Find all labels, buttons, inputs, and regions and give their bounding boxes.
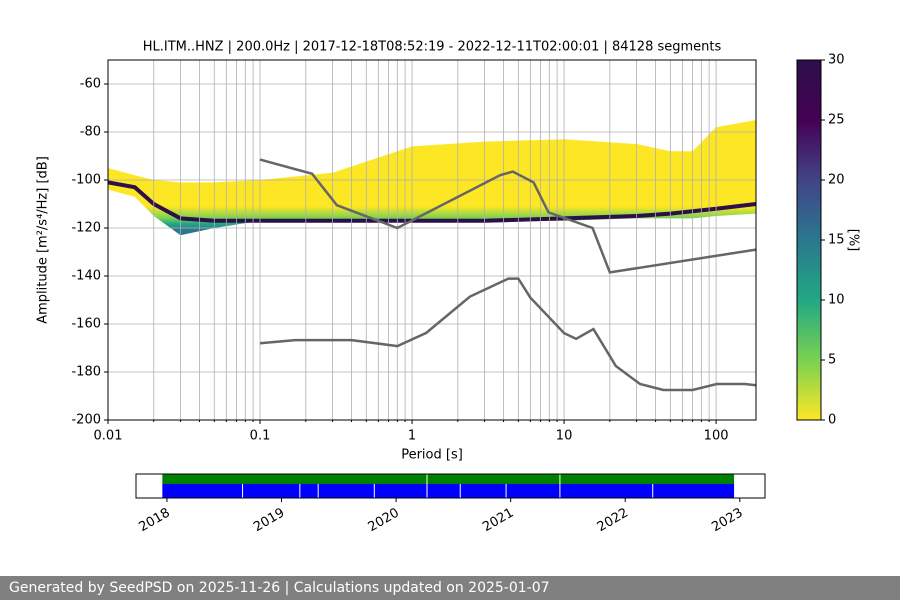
- density-band: [108, 120, 756, 236]
- chart-title: HL.ITM..HNZ | 200.0Hz | 2017-12-18T08:52…: [143, 40, 722, 55]
- y-tick-label: -180: [71, 365, 101, 380]
- y-tick-label: -200: [71, 413, 101, 428]
- colorbar-label: [%]: [846, 229, 861, 252]
- colorbar-tick-label: 25: [828, 113, 845, 128]
- y-tick-label: -120: [71, 221, 101, 236]
- plot-frame: [107, 59, 757, 421]
- colorbar-tick-label: 20: [828, 173, 845, 188]
- colorbar-tick-label: 15: [828, 233, 845, 248]
- y-tick-label: -100: [71, 173, 101, 188]
- colorbar-tick-label: 5: [828, 353, 836, 368]
- x-tick-label: 100: [704, 429, 729, 444]
- y-tick-label: -60: [80, 77, 101, 92]
- x-tick-label: 2021: [480, 506, 516, 536]
- x-axis-label: Period [s]: [401, 448, 463, 463]
- x-tick-label: 2020: [366, 506, 402, 536]
- noise-model-line: [259, 158, 757, 274]
- y-axis-label: Amplitude [m²/s⁴/Hz] [dB]: [36, 156, 51, 324]
- colorbar-tick-label: 10: [828, 293, 845, 308]
- timeline-frame: [135, 473, 766, 499]
- x-tick-label: 2019: [251, 506, 287, 536]
- noise-model-line: [259, 277, 757, 392]
- x-tick-label: 0.1: [250, 429, 271, 444]
- x-tick-label: 0.01: [94, 429, 123, 444]
- figure: HL.ITM..HNZ | 200.0Hz | 2017-12-18T08:52…: [36, 40, 861, 536]
- coverage-bar: [162, 484, 735, 498]
- coverage-bar: [162, 474, 735, 484]
- colorbar-tick-label: 30: [828, 53, 845, 68]
- x-tick-label: 2023: [709, 506, 745, 536]
- y-tick-label: -140: [71, 269, 101, 284]
- y-tick-label: -160: [71, 317, 101, 332]
- x-tick-label: 2022: [595, 506, 631, 536]
- footer: Generated by SeedPSD on 2025-11-26 | Cal…: [0, 576, 900, 600]
- x-tick-label: 10: [556, 429, 573, 444]
- x-tick-label: 2018: [137, 506, 173, 536]
- x-tick-label: 1: [408, 429, 416, 444]
- colorbar: [796, 59, 822, 421]
- y-tick-label: -80: [80, 125, 101, 140]
- colorbar-tick-label: 0: [828, 413, 836, 428]
